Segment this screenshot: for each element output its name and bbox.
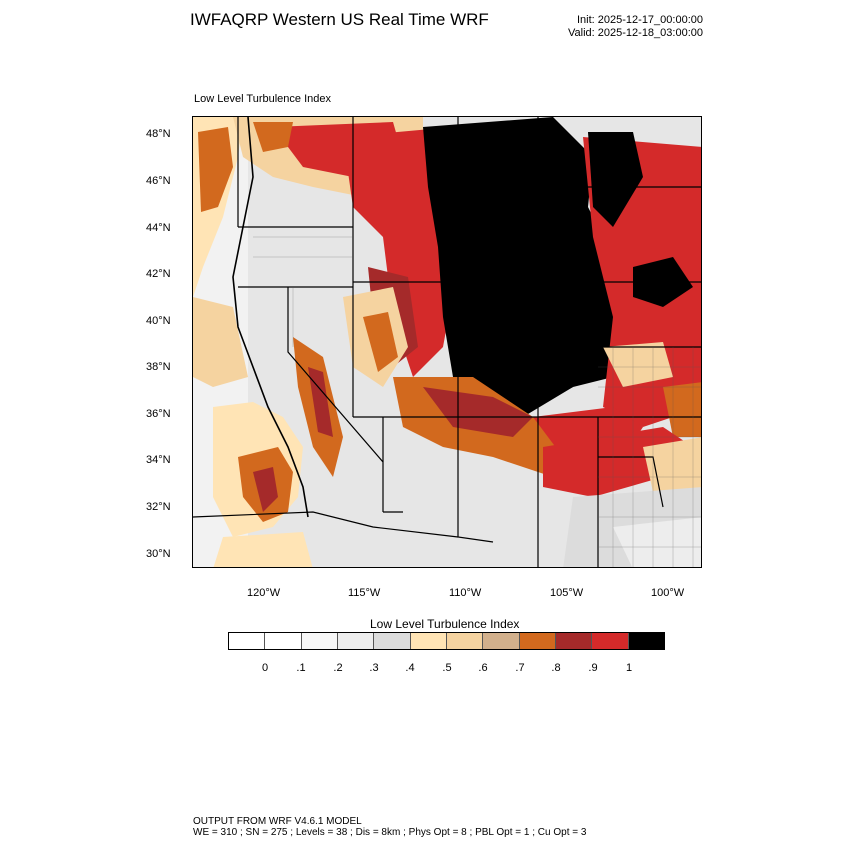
colorbar-swatch bbox=[265, 633, 302, 649]
colorbar-label: .6 bbox=[478, 662, 488, 674]
model-info-line2: WE = 310 ; SN = 275 ; Levels = 38 ; Dis … bbox=[193, 827, 587, 838]
chart-title: IWFAQRP Western US Real Time WRF bbox=[190, 10, 489, 29]
lat-label: 32°N bbox=[146, 501, 171, 513]
colorbar-label: .3 bbox=[369, 662, 379, 674]
lon-label: 105°W bbox=[550, 587, 584, 599]
colorbar-swatch bbox=[229, 633, 266, 649]
turbulence-map bbox=[192, 116, 702, 568]
init-time: Init: 2025-12-17_00:00:00 bbox=[577, 14, 703, 26]
colorbar-title: Low Level Turbulence Index bbox=[370, 617, 520, 631]
lat-label: 48°N bbox=[146, 128, 171, 140]
lon-label: 115°W bbox=[348, 587, 381, 599]
colorbar-label: .8 bbox=[551, 662, 561, 674]
lon-label: 100°W bbox=[651, 587, 685, 599]
colorbar-swatch bbox=[337, 633, 375, 649]
map-subtitle: Low Level Turbulence Index bbox=[194, 93, 331, 105]
colorbar-swatch bbox=[410, 633, 447, 649]
lat-label: 36°N bbox=[146, 408, 171, 420]
lat-label: 44°N bbox=[146, 222, 171, 234]
lat-label: 42°N bbox=[146, 268, 171, 280]
lat-label: 40°N bbox=[146, 315, 171, 327]
valid-time: Valid: 2025-12-18_03:00:00 bbox=[568, 27, 703, 39]
colorbar-label: 0 bbox=[261, 662, 269, 674]
map-field bbox=[193, 117, 701, 567]
colorbar-swatch bbox=[628, 633, 664, 649]
colorbar-label: .5 bbox=[442, 662, 452, 674]
colorbar-swatch bbox=[374, 633, 411, 649]
model-info-line1: OUTPUT FROM WRF V4.6.1 MODEL bbox=[193, 816, 362, 827]
lat-label: 46°N bbox=[146, 175, 171, 187]
colorbar bbox=[228, 632, 665, 650]
lat-label: 34°N bbox=[146, 454, 171, 466]
run-times: Init: 2025-12-17_00:00:00 Valid: 2025-12… bbox=[568, 14, 703, 40]
colorbar-swatch bbox=[555, 633, 593, 649]
colorbar-label: .9 bbox=[588, 662, 598, 674]
lon-label: 120°W bbox=[247, 587, 281, 599]
lat-label: 30°N bbox=[146, 548, 171, 560]
lon-label: 110°W bbox=[449, 587, 482, 599]
colorbar-label: .2 bbox=[333, 662, 343, 674]
colorbar-swatch bbox=[519, 633, 556, 649]
colorbar-label: .4 bbox=[405, 662, 415, 674]
colorbar-swatch bbox=[301, 633, 338, 649]
colorbar-label: 1 bbox=[625, 662, 633, 674]
colorbar-swatch bbox=[592, 633, 629, 649]
model-info: OUTPUT FROM WRF V4.6.1 MODEL WE = 310 ; … bbox=[193, 816, 586, 838]
colorbar-swatch bbox=[446, 633, 484, 649]
colorbar-label: .1 bbox=[296, 662, 306, 674]
colorbar-label: .7 bbox=[515, 662, 525, 674]
colorbar-swatch bbox=[483, 633, 520, 649]
lat-label: 38°N bbox=[146, 361, 171, 373]
